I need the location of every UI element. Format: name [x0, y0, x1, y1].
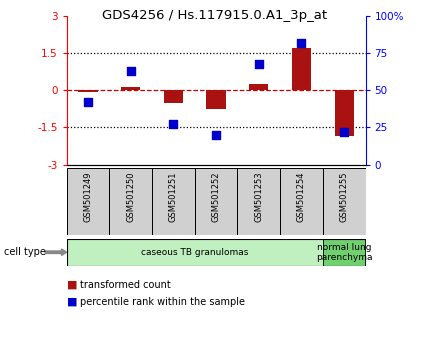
Text: cell type: cell type — [4, 247, 46, 257]
Text: GSM501250: GSM501250 — [126, 172, 135, 222]
Bar — [280, 168, 323, 235]
Bar — [67, 168, 109, 235]
Point — [298, 40, 305, 46]
Point — [255, 61, 262, 66]
Bar — [292, 48, 311, 90]
Text: GSM501249: GSM501249 — [83, 172, 92, 222]
Text: GSM501254: GSM501254 — [297, 172, 306, 222]
Text: GSM501252: GSM501252 — [212, 172, 221, 222]
Text: transformed count: transformed count — [80, 280, 170, 290]
Text: caseous TB granulomas: caseous TB granulomas — [141, 248, 249, 257]
Bar — [78, 90, 98, 91]
Bar — [109, 168, 152, 235]
Text: GDS4256 / Hs.117915.0.A1_3p_at: GDS4256 / Hs.117915.0.A1_3p_at — [102, 9, 328, 22]
Point — [127, 68, 134, 74]
Text: GSM501253: GSM501253 — [254, 172, 263, 222]
Text: ■: ■ — [67, 297, 77, 307]
Bar — [335, 90, 354, 136]
Bar — [152, 168, 195, 235]
Text: ■: ■ — [67, 280, 77, 290]
Text: GSM501251: GSM501251 — [169, 172, 178, 222]
Text: percentile rank within the sample: percentile rank within the sample — [80, 297, 245, 307]
Bar — [237, 168, 280, 235]
Bar — [121, 87, 140, 90]
Bar — [249, 84, 268, 90]
Bar — [323, 239, 366, 266]
Text: normal lung
parenchyma: normal lung parenchyma — [316, 242, 372, 262]
Point — [170, 122, 177, 127]
Point — [341, 129, 347, 135]
Bar — [195, 168, 237, 235]
Text: GSM501255: GSM501255 — [340, 172, 349, 222]
Point — [212, 132, 219, 138]
Bar — [206, 90, 226, 109]
Point — [85, 99, 92, 105]
Bar — [164, 90, 183, 103]
Bar — [323, 168, 366, 235]
Bar — [67, 239, 323, 266]
